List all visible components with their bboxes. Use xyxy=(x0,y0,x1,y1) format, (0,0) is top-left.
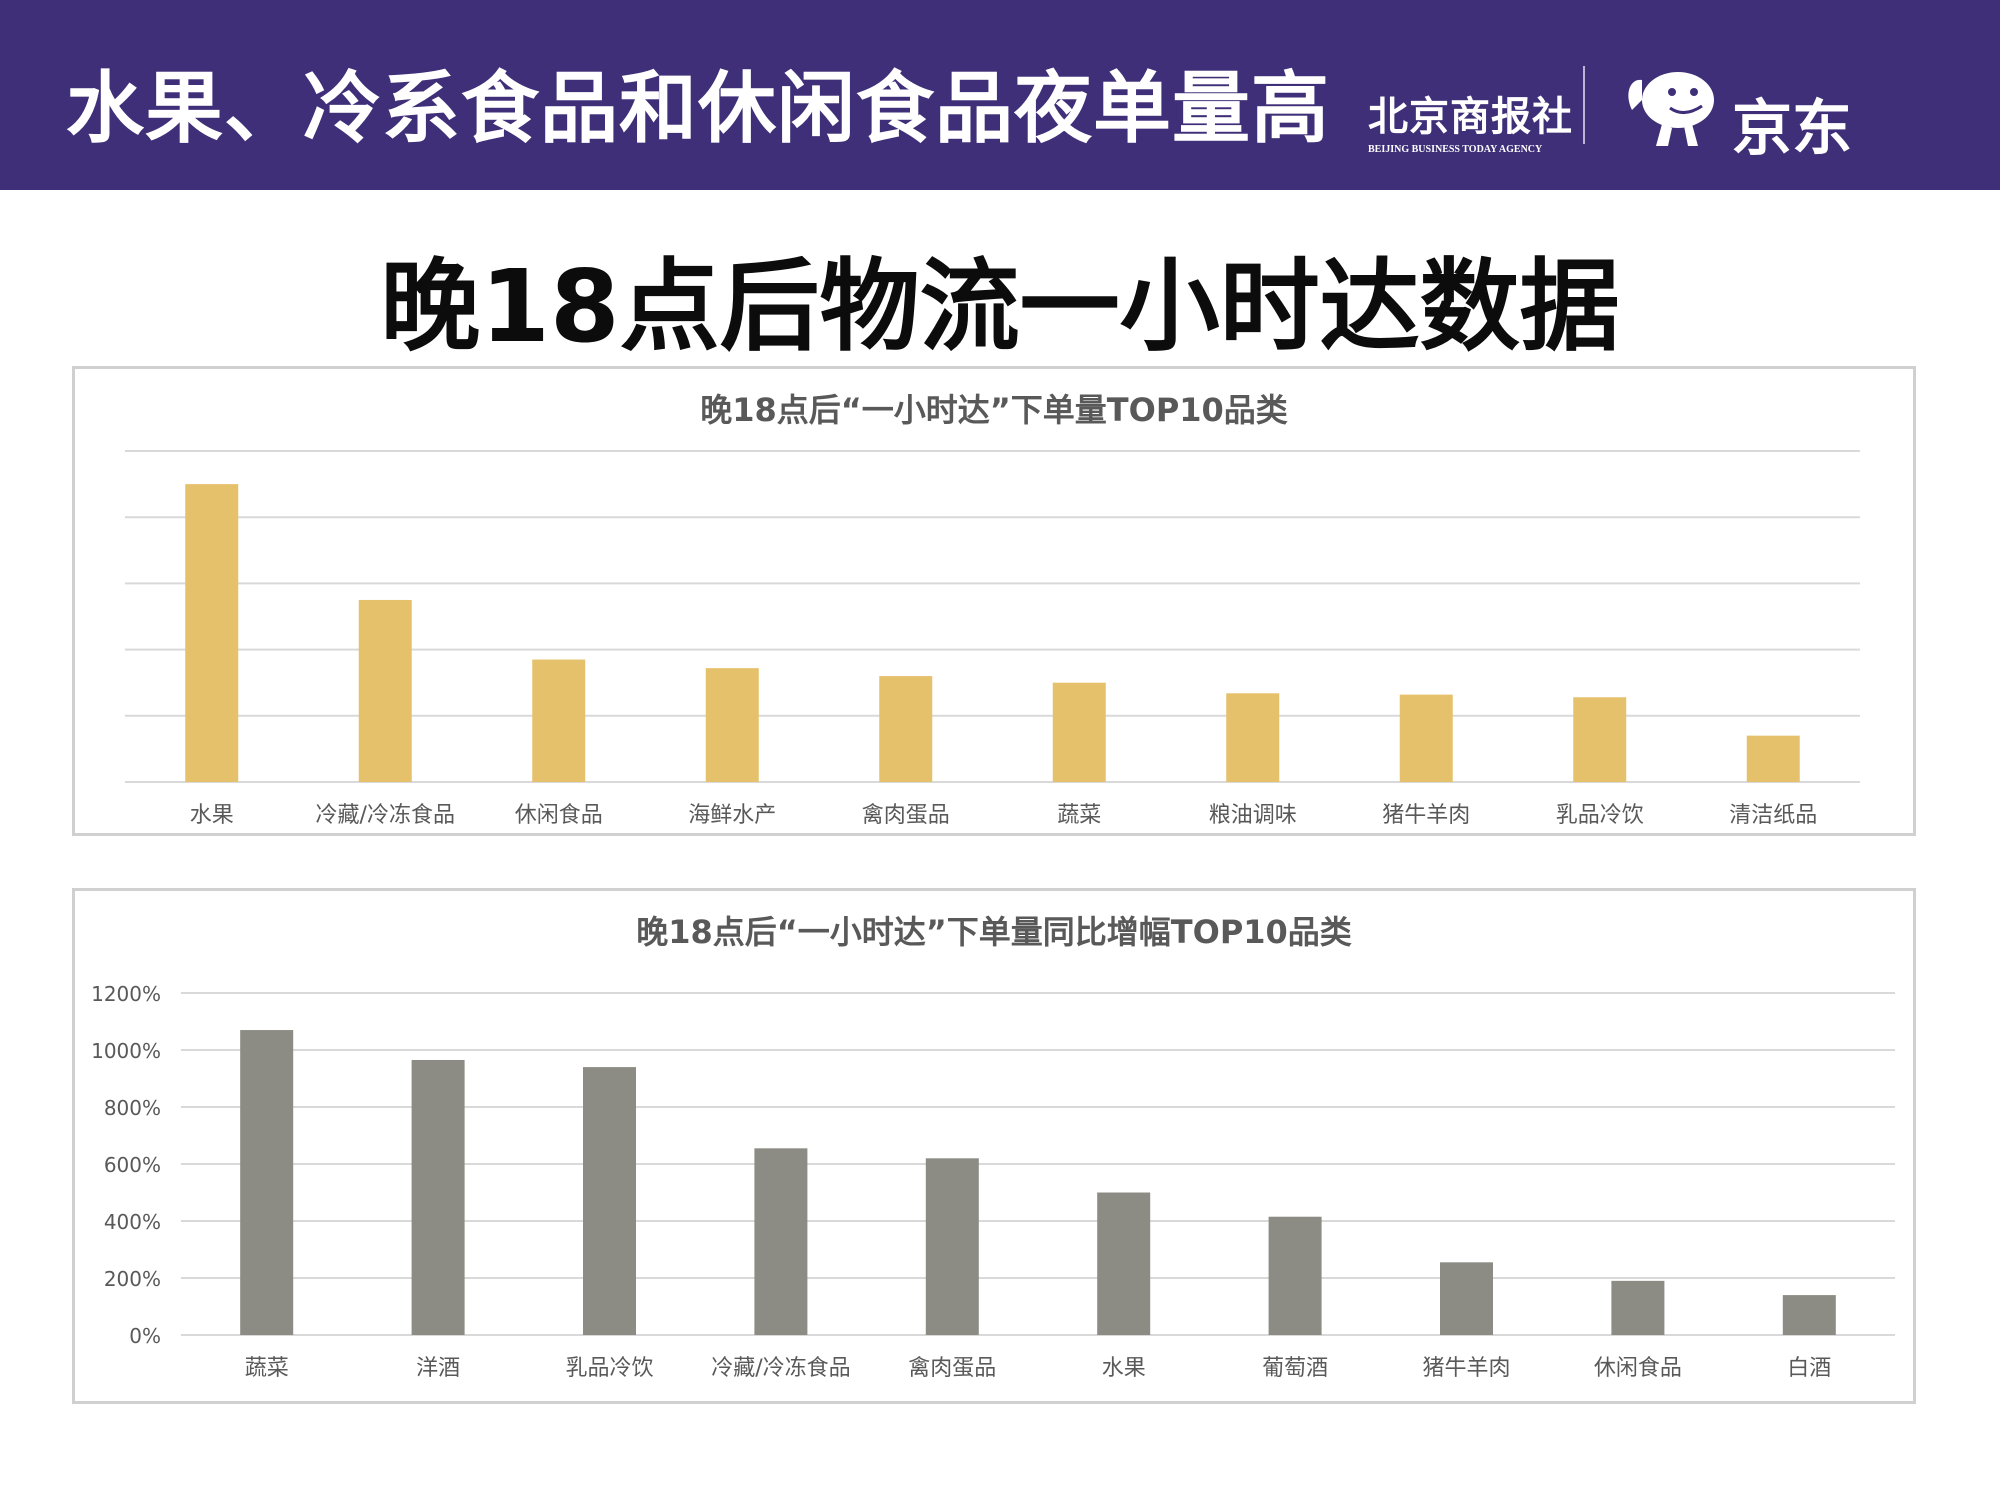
bar xyxy=(1052,682,1106,782)
x-tick-label: 蔬菜 xyxy=(1057,803,1101,828)
x-tick-label: 休闲食品 xyxy=(515,803,603,828)
bar xyxy=(532,659,586,782)
x-tick-label: 乳品冷饮 xyxy=(565,1356,653,1381)
x-tick-label: 禽肉蛋品 xyxy=(862,803,950,828)
bar xyxy=(1097,1192,1151,1335)
chart-title: 晚18点后“一小时达”下单量同比增幅TOP10品类 xyxy=(636,913,1352,951)
bar xyxy=(1782,1295,1836,1335)
chart-panel-order-volume: 晚18点后“一小时达”下单量TOP10品类 水果 冷藏/冷冻食品 休闲食品 海鲜水产 禽… xyxy=(72,366,1916,836)
header-title: 水果、冷系食品和休闲食品夜单量高 xyxy=(66,64,1331,154)
x-tick-label: 海鲜水产 xyxy=(688,803,776,828)
header-banner: 水果、冷系食品和休闲食品夜单量高 北京商报社 BEIJING BUSINESS … xyxy=(0,0,2000,190)
bar xyxy=(1611,1280,1665,1335)
bjb-logo-english: BEIJING BUSINESS TODAY AGENCY xyxy=(1368,144,1543,155)
chart-title: 晚18点后“一小时达”下单量TOP10品类 xyxy=(700,391,1288,429)
x-tick-label: 清洁纸品 xyxy=(1729,803,1817,828)
bar xyxy=(358,599,412,782)
x-tick-label: 禽肉蛋品 xyxy=(908,1356,996,1381)
bar xyxy=(240,1030,294,1335)
x-tick-label: 水果 xyxy=(1102,1356,1146,1381)
y-tick-label: 800% xyxy=(104,1096,161,1120)
bjb-logo-name: 北京商报社 xyxy=(1368,93,1573,140)
x-tick-label: 休闲食品 xyxy=(1594,1356,1682,1381)
bar xyxy=(879,676,933,782)
bar xyxy=(1746,735,1800,782)
x-tick-label: 白酒 xyxy=(1787,1356,1831,1381)
y-tick-label: 1000% xyxy=(91,1039,161,1063)
order-volume-chart: 晚18点后“一小时达”下单量TOP10品类 水果 冷藏/冷冻食品 休闲食品 海鲜水产 禽… xyxy=(125,391,1860,828)
logo-divider xyxy=(1583,66,1585,144)
yoy-growth-chart: 晚18点后“一小时达”下单量同比增幅TOP10品类 0% 200% 400% 600%… xyxy=(91,913,1895,1381)
bar xyxy=(1399,694,1453,782)
x-tick-label: 粮油调味 xyxy=(1209,803,1297,828)
bar xyxy=(411,1059,465,1335)
bar xyxy=(705,668,759,782)
x-tick-label: 冷藏/冷冻食品 xyxy=(316,803,455,828)
jd-logo-text: 京东 xyxy=(1732,94,1852,164)
bar xyxy=(1440,1262,1493,1335)
y-tick-label: 200% xyxy=(104,1267,161,1291)
y-tick-label: 600% xyxy=(104,1153,161,1177)
bar xyxy=(185,484,239,782)
x-tick-label: 洋酒 xyxy=(416,1356,460,1381)
x-tick-label: 蔬菜 xyxy=(245,1356,289,1381)
jd-dog-icon xyxy=(1628,72,1714,146)
x-tick-label: 猪牛羊肉 xyxy=(1382,803,1470,828)
bar xyxy=(925,1158,979,1335)
chart-panel-yoy-growth: 晚18点后“一小时达”下单量同比增幅TOP10品类 0% 200% 400% 600%… xyxy=(72,888,1916,1404)
x-tick-label: 水果 xyxy=(190,803,234,828)
bar xyxy=(1573,697,1627,782)
bar xyxy=(1226,693,1280,782)
y-tick-label: 1200% xyxy=(91,982,161,1006)
x-tick-label: 冷藏/冷冻食品 xyxy=(711,1356,850,1381)
bjb-logo: 北京商报社 BEIJING BUSINESS TODAY AGENCY xyxy=(1368,84,1573,155)
x-tick-label: 葡萄酒 xyxy=(1262,1356,1328,1381)
bar xyxy=(583,1067,636,1335)
bar xyxy=(1268,1216,1322,1335)
bar xyxy=(754,1148,808,1335)
page-title: 晚18点后物流一小时达数据 xyxy=(380,248,1620,365)
x-tick-label: 猪牛羊肉 xyxy=(1422,1356,1510,1381)
x-tick-label: 乳品冷饮 xyxy=(1556,803,1644,828)
y-tick-label: 400% xyxy=(104,1210,161,1234)
y-tick-label: 0% xyxy=(129,1324,161,1348)
